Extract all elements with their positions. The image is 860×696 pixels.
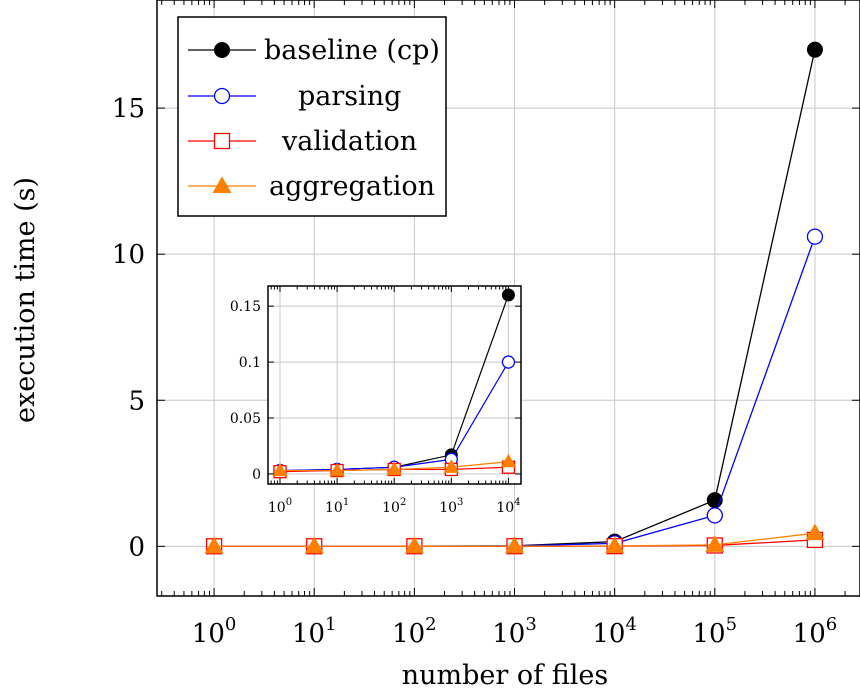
x-tick-label: 106 xyxy=(793,614,838,649)
inset-data-point-aggregation xyxy=(386,461,402,476)
legend-marker-validation xyxy=(213,132,231,150)
inset-x-tick-label: 103 xyxy=(439,497,463,516)
y-axis-title: execution time (s) xyxy=(10,177,41,423)
data-point-aggregation xyxy=(304,536,324,554)
x-tick-label: 101 xyxy=(292,614,337,649)
inset-x-tick-label: 101 xyxy=(325,497,349,516)
legend-marker-parsing xyxy=(213,87,231,105)
data-point-aggregation xyxy=(605,536,625,553)
inset-y-tick-label: 0 xyxy=(252,467,261,483)
data-point-aggregation xyxy=(805,523,825,541)
data-point-parsing xyxy=(706,507,723,524)
y-tick-label: 0 xyxy=(128,532,145,562)
x-axis-title: number of files xyxy=(402,660,608,691)
legend-label-validation: validation xyxy=(281,126,417,157)
legend-marker-symbol-validation xyxy=(213,132,231,150)
legend-label-baseline: baseline (cp) xyxy=(264,35,440,66)
x-tick-label: 105 xyxy=(693,614,738,649)
inset-data-point-aggregation xyxy=(500,453,517,468)
legend-entry-validation: validation xyxy=(188,126,417,157)
inset-x-tick-label: 100 xyxy=(268,497,292,516)
legend-entry-parsing: parsing xyxy=(188,81,401,112)
plot-frame xyxy=(156,0,860,597)
inset-y-tick-label: 0.1 xyxy=(239,355,261,371)
legend-label-aggregation: aggregation xyxy=(269,171,435,202)
x-tick-label: 100 xyxy=(192,614,237,649)
legend-marker-baseline xyxy=(214,42,230,58)
legend-entry-aggregation: aggregation xyxy=(188,171,435,202)
inset-series-layer xyxy=(272,288,517,479)
x-tick-label: 104 xyxy=(592,614,637,649)
inset-x-tick-label: 102 xyxy=(382,497,406,516)
legend: baseline (cp) parsing validation aggrega… xyxy=(177,16,447,217)
inset-tick-labels: 100 101 102 103 104 0 0.05 0.1 0.15 xyxy=(230,299,521,516)
inset-data-point-aggregation xyxy=(329,462,345,477)
y-tick-label: 15 xyxy=(112,94,145,124)
inset-axes-frame xyxy=(267,285,522,485)
inset-y-tick-label: 0.15 xyxy=(230,299,261,315)
inset-data-point-aggregation xyxy=(443,459,460,473)
legend-marker-symbol-aggregation xyxy=(212,176,232,193)
inset-x-tick-label: 104 xyxy=(496,497,520,516)
legend-marker-aggregation xyxy=(212,176,232,193)
data-point-aggregation xyxy=(404,536,424,554)
data-point-aggregation xyxy=(705,535,725,552)
legend-entry-baseline: baseline (cp) xyxy=(188,35,440,66)
inset-data-point-parsing xyxy=(501,355,516,369)
legend-marker-symbol-baseline-cp xyxy=(214,42,230,58)
legend-label-parsing: parsing xyxy=(298,81,401,112)
data-point-aggregation xyxy=(505,536,524,554)
x-tick-label: 103 xyxy=(492,614,537,649)
data-point-aggregation xyxy=(204,536,224,554)
inset-y-tick-label: 0.05 xyxy=(230,411,261,427)
main-tick-labels: 100 101 102 103 104 105 106 0 5 10 15 xyxy=(112,94,837,649)
main-series-layer xyxy=(204,41,825,555)
y-tick-label: 5 xyxy=(128,386,145,416)
x-tick-label: 102 xyxy=(392,614,437,649)
data-point-baseline-cp xyxy=(806,41,823,58)
data-point-parsing xyxy=(806,228,824,245)
y-tick-label: 10 xyxy=(112,240,145,270)
inset-grid xyxy=(268,286,521,484)
inset-data-point-aggregation xyxy=(272,462,288,477)
main-axes-frame xyxy=(156,0,860,597)
inset-chart: 100 101 102 103 104 0 0.05 0.1 0.15 xyxy=(230,285,522,516)
legend-marker-symbol-parsing xyxy=(213,87,231,105)
